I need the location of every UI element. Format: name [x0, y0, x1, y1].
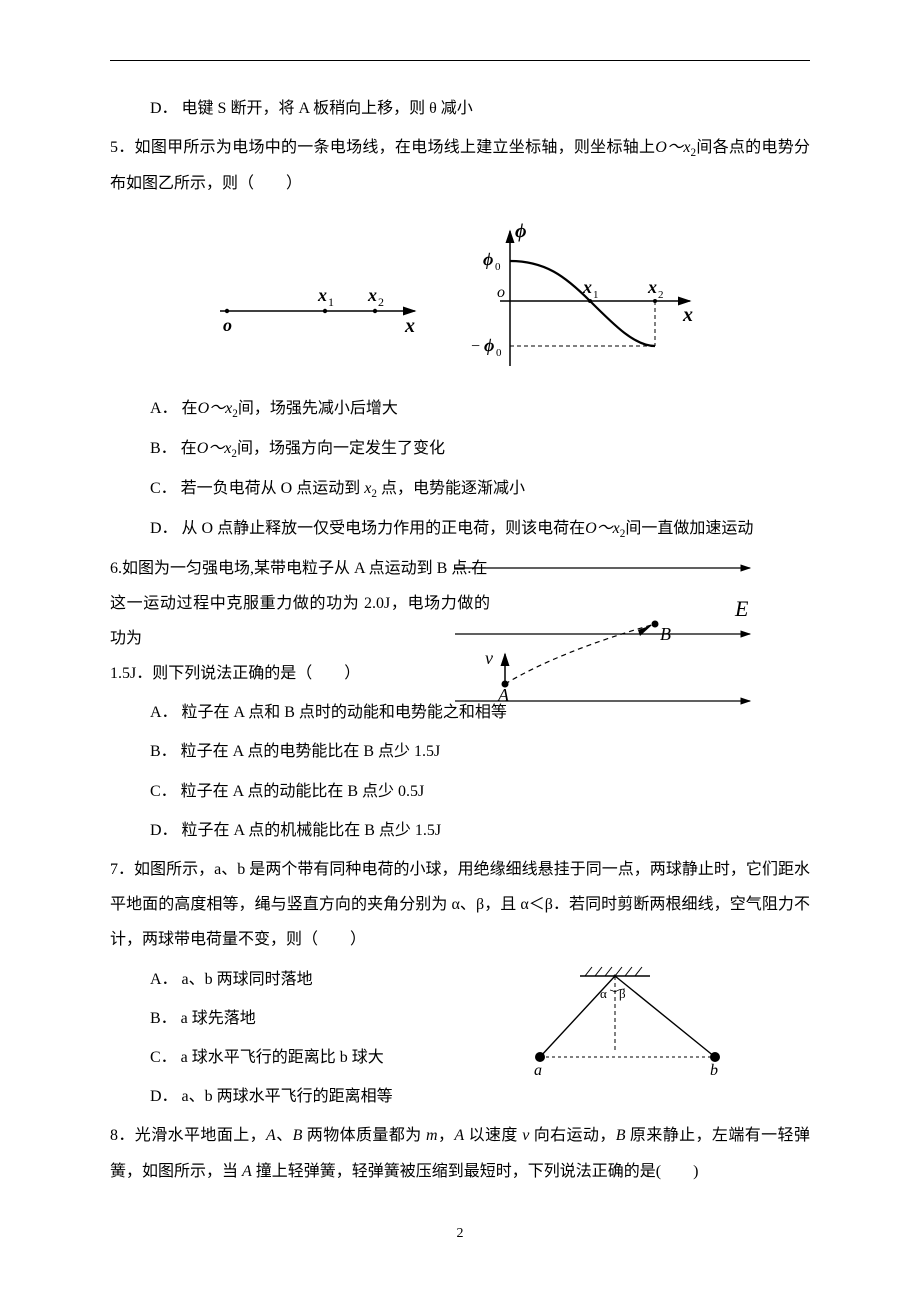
- q5-option-c: C． 若一负电荷从 O 点运动到 x2 点，电势能逐渐减小: [110, 471, 810, 507]
- svg-text:x: x: [582, 277, 592, 297]
- svg-text:E: E: [734, 596, 749, 621]
- top-rule: [110, 60, 810, 61]
- q6-figure: E A B v: [450, 556, 760, 716]
- svg-text:2: 2: [658, 289, 664, 301]
- q8-a2: A: [454, 1127, 464, 1144]
- q8-a: A: [266, 1127, 276, 1144]
- svg-text:ϕ: ϕ: [483, 249, 493, 269]
- q7-figure: a b α β: [510, 962, 730, 1082]
- q8-b: B: [293, 1127, 303, 1144]
- svg-text:α: α: [600, 986, 607, 1001]
- q5-a-ox: O～x: [198, 400, 233, 417]
- svg-text:ϕ: ϕ: [484, 335, 494, 355]
- q8-m4: 以速度: [464, 1127, 522, 1144]
- svg-text:x: x: [404, 315, 415, 337]
- q5-stem: 5．如图甲所示为电场中的一条电场线，在电场线上建立坐标轴，则坐标轴上O～x2间各…: [110, 130, 810, 201]
- q8-m3: ，: [438, 1127, 455, 1144]
- q5-b-post: 间，场强方向一定发生了变化: [237, 440, 445, 457]
- q8-pre: 8．光滑水平地面上，: [110, 1127, 266, 1144]
- svg-text:ϕ: ϕ: [515, 221, 527, 242]
- q4-option-d: D． 电键 S 断开，将 A 板稍向上移，则 θ 减小: [110, 91, 810, 126]
- q5-stem-text-1: 5．如图甲所示为电场中的一条电场线，在电场线上建立坐标轴，则坐标轴上: [110, 139, 655, 156]
- q5-b-ox: O～x: [197, 440, 232, 457]
- svg-text:x: x: [317, 285, 327, 305]
- q7-option-d: D． a、b 两球水平飞行的距离相等: [110, 1079, 810, 1114]
- q5-stem-ox2: O～x: [655, 139, 690, 156]
- q5-figure-1: o x 1 x 2 x: [215, 256, 425, 346]
- svg-text:A: A: [497, 685, 510, 705]
- q6-option-b: B． 粒子在 A 点的电势能比在 B 点少 1.5J: [110, 734, 810, 769]
- q5-d-post: 间一直做加速运动: [625, 520, 753, 537]
- svg-text:x: x: [367, 285, 377, 305]
- svg-text:2: 2: [378, 295, 384, 309]
- q5-a-post: 间，场强先减小后增大: [238, 400, 398, 417]
- q8-stem: 8．光滑水平地面上，A、B 两物体质量都为 m，A 以速度 v 向右运动，B 原…: [110, 1118, 810, 1188]
- q5-d-pre: D． 从 O 点静止释放一仅受电场力作用的正电荷，则该电荷在: [150, 520, 585, 537]
- q8-m5: 向右运动，: [529, 1127, 615, 1144]
- q8-post2: 撞上轻弹簧，轻弹簧被压缩到最短时，下列说法正确的是( ): [252, 1163, 699, 1180]
- svg-text:v: v: [485, 648, 493, 668]
- svg-text:B: B: [660, 624, 671, 644]
- q6-option-c: C． 粒子在 A 点的动能比在 B 点少 0.5J: [110, 774, 810, 809]
- q6-option-d: D． 粒子在 A 点的机械能比在 B 点少 1.5J: [110, 813, 810, 848]
- q5-c-post: 点，电势能逐渐减小: [377, 480, 525, 497]
- q5-figure-row: o x 1 x 2 x ϕ ϕ 0 − ϕ 0 o x 1 x 2: [110, 221, 810, 381]
- svg-text:a: a: [534, 1062, 542, 1079]
- page-number: 2: [110, 1219, 810, 1250]
- svg-text:β: β: [619, 986, 626, 1001]
- q8-m2: 两物体质量都为: [302, 1127, 426, 1144]
- q5-figure-2: ϕ ϕ 0 − ϕ 0 o x 1 x 2 x: [465, 221, 705, 381]
- svg-text:1: 1: [328, 295, 334, 309]
- q5-b-pre: B． 在: [150, 440, 197, 457]
- svg-text:b: b: [710, 1062, 718, 1079]
- svg-text:0: 0: [496, 347, 502, 359]
- q8-a3: A: [242, 1163, 252, 1180]
- q5-d-ox: O～x: [585, 520, 620, 537]
- svg-text:o: o: [497, 284, 505, 301]
- q8-m1: 、: [276, 1127, 293, 1144]
- q8-m: m: [426, 1127, 438, 1144]
- q7-stem: 7．如图所示，a、b 是两个带有同种电荷的小球，用绝缘细线悬挂于同一点，两球静止…: [110, 852, 810, 958]
- q5-option-a: A． 在O～x2间，场强先减小后增大: [110, 391, 810, 427]
- q5-option-d: D． 从 O 点静止释放一仅受电场力作用的正电荷，则该电荷在O～x2间一直做加速…: [110, 511, 810, 547]
- svg-text:−: −: [471, 338, 480, 355]
- q8-b2: B: [616, 1127, 626, 1144]
- svg-text:1: 1: [593, 289, 599, 301]
- q5-option-b: B． 在O～x2间，场强方向一定发生了变化: [110, 431, 810, 467]
- q5-c-pre: C． 若一负电荷从 O 点运动到: [150, 480, 364, 497]
- svg-text:o: o: [223, 315, 232, 335]
- svg-text:0: 0: [495, 261, 501, 273]
- svg-text:x: x: [682, 304, 693, 326]
- svg-text:x: x: [647, 277, 657, 297]
- q5-a-pre: A． 在: [150, 400, 198, 417]
